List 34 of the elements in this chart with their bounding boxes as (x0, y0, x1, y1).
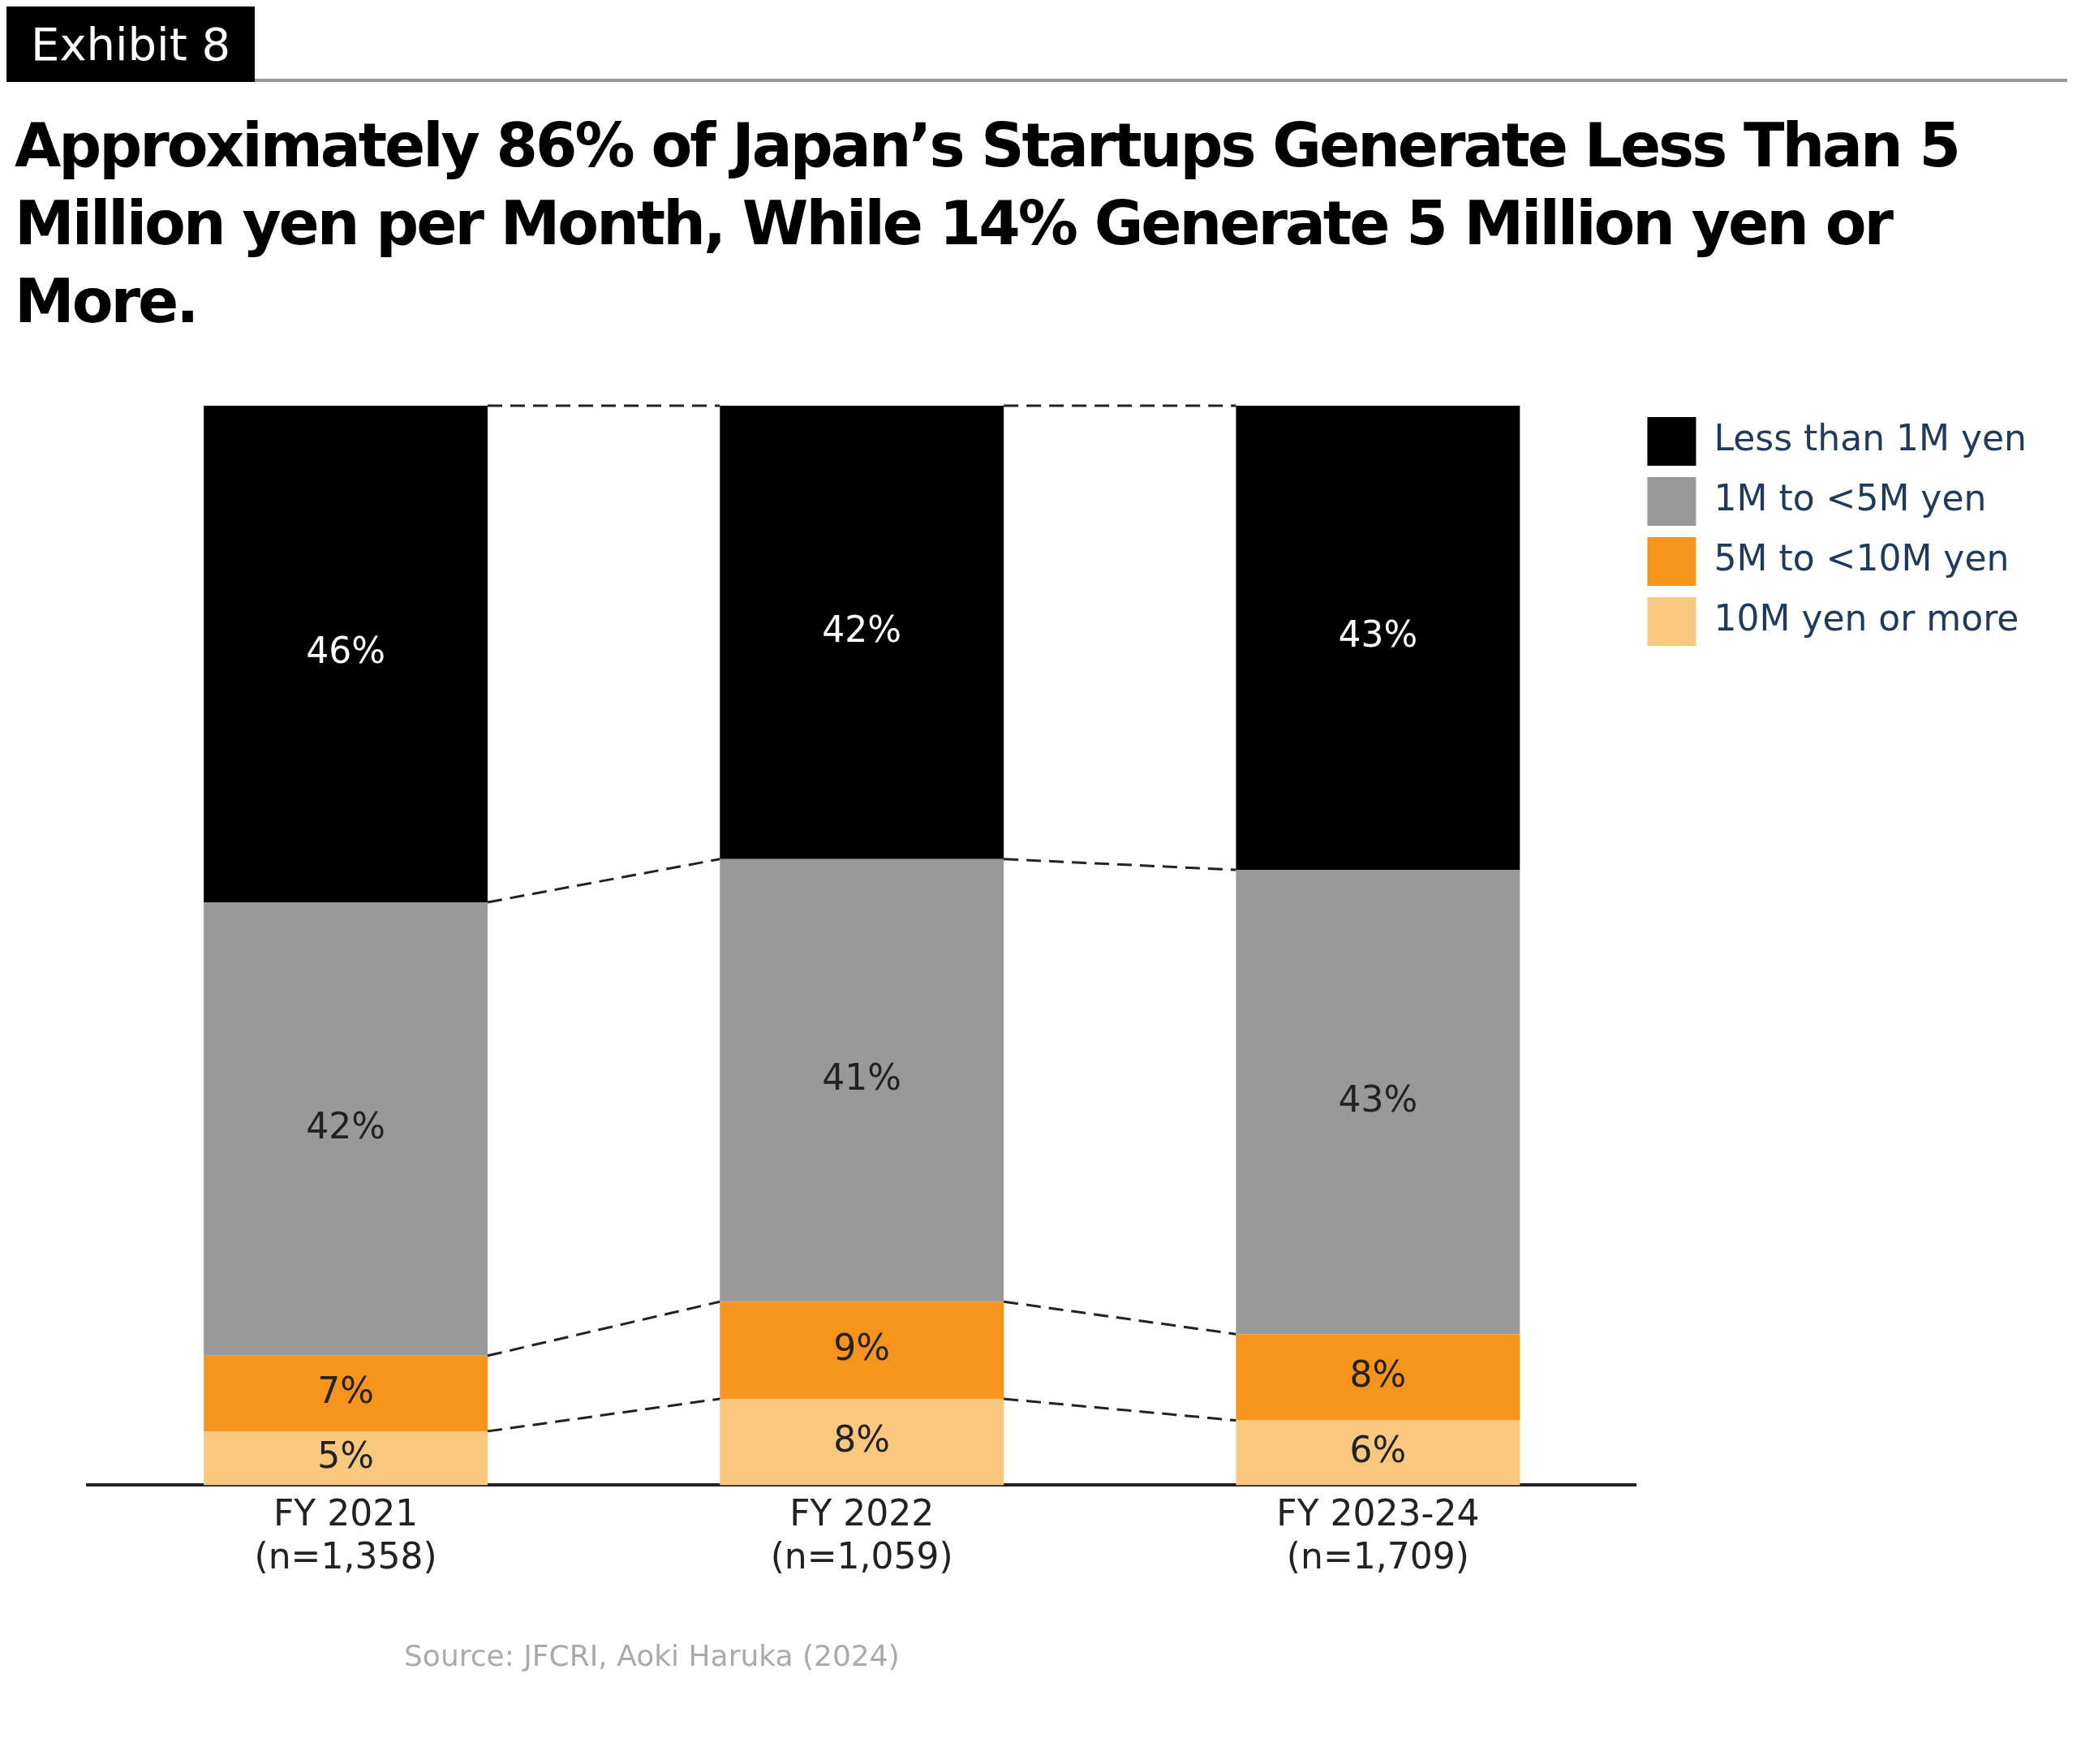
text: Exhibit 8 (6, 6, 256, 82)
legend-label: 1M to <5M yen (1714, 477, 1987, 518)
data-label: 6% (1349, 1428, 1407, 1470)
x-tick-label: FY 2021 (n=1,358) (254, 1491, 437, 1577)
bar (204, 1431, 488, 1485)
bar (720, 405, 1004, 859)
data-label: 42% (306, 1104, 385, 1147)
bar (720, 858, 1004, 1301)
data-label: 43% (1338, 613, 1418, 656)
data-label: 46% (306, 629, 385, 671)
data-label: 43% (1338, 1078, 1418, 1120)
bar (720, 1398, 1004, 1485)
data-label: 5% (317, 1434, 374, 1476)
bar (204, 1355, 488, 1431)
legend-label: Less than 1M yen (1714, 417, 2027, 458)
data-label: 8% (833, 1418, 891, 1460)
data-label: 42% (822, 608, 902, 650)
x-tick-label: FY 2023-24 (n=1,709) (1276, 1491, 1480, 1577)
data-label: 41% (822, 1056, 902, 1098)
chart-title: Approximately 86% of Japan’s Startups Generate Less Than 5 Million yen per Month, While 14% Generate 5 Million yen or More. (15, 110, 1959, 338)
data-label: 7% (317, 1369, 374, 1411)
bar (204, 405, 488, 902)
legend-label: 5M to <10M yen (1714, 537, 2010, 579)
bar (1236, 1420, 1520, 1485)
legend-label: 10M yen or more (1714, 597, 2019, 639)
bar (1236, 405, 1520, 870)
bar (204, 901, 488, 1356)
data-label: 8% (1349, 1353, 1407, 1395)
data-label: 9% (833, 1326, 891, 1368)
bar (1236, 869, 1520, 1334)
bar (720, 1301, 1004, 1399)
bar (1236, 1333, 1520, 1421)
x-tick-label: FY 2022 (n=1,059) (770, 1491, 953, 1577)
source-note: Source: JFCRI, Aoki Haruka (2024) (404, 1638, 901, 1672)
